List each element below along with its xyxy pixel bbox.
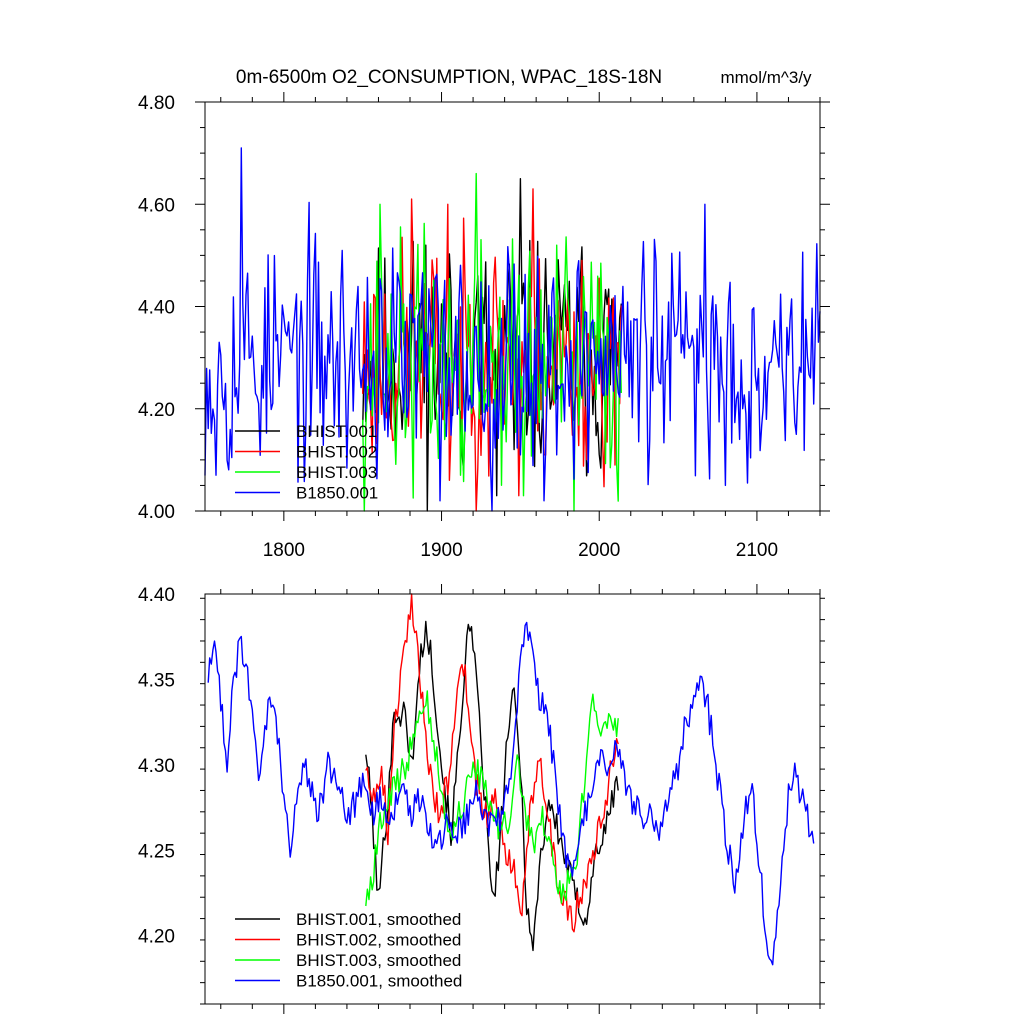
bottom-series-line-2 xyxy=(365,593,619,933)
bottom-plot-frame xyxy=(204,593,821,1005)
bottom-legend-label-1: BHIST.001, smoothed xyxy=(296,910,461,929)
bottom-y-tick-label: 4.35 xyxy=(138,670,175,691)
bottom-legend-label-3: BHIST.003, smoothed xyxy=(296,951,461,970)
top-x-tick-label: 1900 xyxy=(420,540,462,561)
top-legend-label-1: BHIST.001 xyxy=(296,422,377,441)
top-y-tick-label: 4.40 xyxy=(138,298,175,319)
top-y-tick-label: 4.80 xyxy=(138,93,175,114)
top-y-tick-label: 4.00 xyxy=(138,502,175,523)
top-axes: 1800 1900 2000 2100 4.00 4.20 4.40 4.60 4.80 xyxy=(138,92,830,561)
top-series-group xyxy=(204,147,821,512)
bottom-y-tick-label: 4.25 xyxy=(138,841,175,862)
bottom-y-tick-label: 4.30 xyxy=(138,756,175,777)
bottom-legend-label-2: BHIST.002, smoothed xyxy=(296,931,461,950)
bottom-legend: BHIST.001, smoothed BHIST.002, smoothedBH… xyxy=(235,910,462,991)
bottom-series-line-4 xyxy=(207,621,815,966)
bottom-series-group xyxy=(207,593,815,966)
top-series-line-4 xyxy=(204,147,821,512)
chart-title: 0m-6500m O2_CONSUMPTION, WPAC_18S-18N xyxy=(236,67,662,88)
chart-units: mmol/m^3/y xyxy=(720,68,812,87)
top-x-tick-label: 2000 xyxy=(578,540,620,561)
top-legend-label-3: BHIST.003 xyxy=(296,463,377,482)
bottom-axes: 4.20 4.25 4.30 4.35 4.40 xyxy=(138,584,825,1014)
bottom-y-tick-label: 4.40 xyxy=(138,585,175,606)
top-x-tick-label: 1800 xyxy=(263,540,305,561)
bottom-series-line-1 xyxy=(365,620,619,952)
top-y-tick-label: 4.60 xyxy=(138,195,175,216)
top-x-tick-label: 2100 xyxy=(736,540,778,561)
top-series-line-3 xyxy=(362,172,622,512)
bottom-panel: 4.20 4.25 4.30 4.35 4.40 BHIST.001, smoothed… xyxy=(138,584,825,1014)
top-y-tick-label: 4.20 xyxy=(138,400,175,421)
top-panel: 0m-6500m O2_CONSUMPTION, WPAC_18S-18N mm… xyxy=(138,67,830,561)
top-legend-label-4: B1850.001 xyxy=(296,484,378,503)
top-legend-label-2: BHIST.002 xyxy=(296,443,377,462)
bottom-series-line-3 xyxy=(365,690,619,907)
bottom-y-tick-label: 4.20 xyxy=(138,927,175,948)
bottom-legend-label-4: B1850.001, smoothed xyxy=(296,972,462,991)
